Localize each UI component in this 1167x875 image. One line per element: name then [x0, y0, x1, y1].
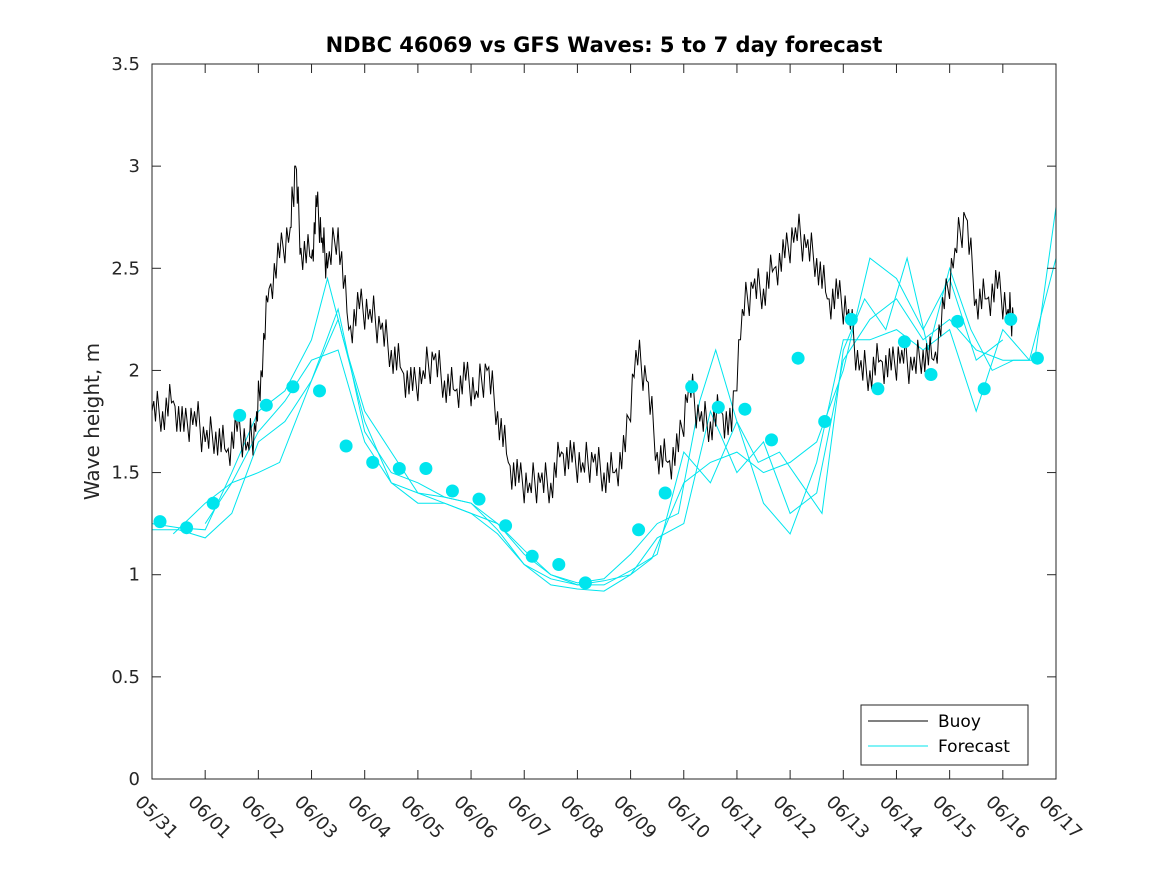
forecast-point — [392, 462, 406, 475]
forecast-point — [685, 380, 699, 394]
forecast-point — [233, 408, 247, 422]
forecast-point — [791, 351, 805, 365]
forecast-point — [153, 515, 167, 529]
y-tick-label: 0.5 — [111, 667, 140, 688]
legend-forecast-label: Forecast — [938, 737, 1010, 757]
forecast-point — [339, 439, 353, 453]
forecast-point — [818, 415, 832, 428]
forecast-point — [951, 314, 965, 328]
forecast-point — [445, 484, 459, 498]
forecast-point — [419, 462, 433, 475]
forecast-point — [977, 382, 991, 396]
y-axis-label: Wave height, m — [80, 343, 104, 500]
y-tick-label: 1 — [129, 565, 140, 586]
buoy-line — [151, 165, 1014, 504]
forecast-point — [499, 519, 513, 533]
forecast-point — [472, 492, 486, 506]
y-tick-label: 2 — [129, 360, 140, 381]
forecast-point — [765, 433, 778, 447]
legend-buoy-label: Buoy — [938, 712, 981, 732]
plot-frame — [151, 63, 1057, 780]
forecast-line-2 — [152, 257, 1057, 592]
forecast-point — [871, 382, 885, 396]
y-tick-label: 3 — [129, 156, 140, 177]
forecast-point — [206, 496, 220, 510]
legend: Buoy Forecast — [860, 704, 1029, 766]
forecast-point — [180, 521, 194, 535]
forecast-point — [1030, 351, 1044, 365]
forecast-point — [738, 402, 752, 416]
y-tick-label: 0 — [129, 769, 140, 790]
forecast-point — [578, 576, 592, 590]
forecast-point — [844, 312, 858, 326]
forecast-point — [286, 380, 300, 394]
forecast-line-4 — [204, 257, 1004, 586]
forecast-point — [313, 384, 326, 398]
legend-box — [860, 704, 1029, 766]
forecast-point — [552, 558, 566, 571]
plot-area — [152, 64, 1056, 779]
forecast-point — [632, 523, 646, 537]
forecast-line-3 — [172, 328, 1030, 586]
series-layer — [151, 165, 1057, 592]
forecast-line-1 — [151, 206, 1057, 584]
forecast-point — [897, 335, 911, 349]
forecast-point — [259, 398, 273, 412]
forecast-point — [1004, 312, 1018, 326]
forecast-point — [658, 486, 672, 500]
y-tick-label: 3.5 — [111, 54, 140, 75]
forecast-point — [366, 455, 380, 469]
forecast-point — [924, 368, 938, 381]
forecast-point — [525, 549, 539, 563]
y-tick-label: 2.5 — [111, 258, 140, 279]
chart-title: NDBC 46069 vs GFS Waves: 5 to 7 day fore… — [326, 33, 883, 57]
y-tick-label: 1.5 — [111, 463, 140, 484]
forecast-point — [711, 400, 725, 414]
